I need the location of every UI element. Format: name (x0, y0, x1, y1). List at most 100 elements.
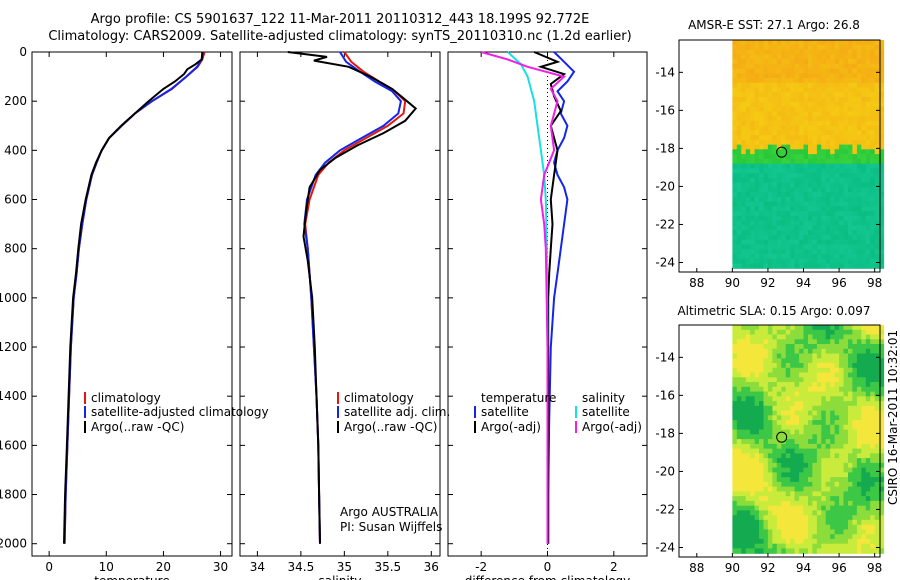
map-cell (759, 382, 764, 388)
map-cell (803, 348, 809, 355)
map-cell (852, 230, 858, 236)
map-cell (816, 486, 822, 492)
map-cell (794, 329, 800, 336)
map-cell (821, 230, 827, 236)
map-cell (816, 386, 822, 393)
map-cell (821, 486, 827, 492)
map-cell (750, 258, 756, 265)
map-cell (799, 249, 805, 255)
map-cell (799, 344, 805, 350)
map-cell (750, 54, 756, 60)
map-cell (759, 120, 764, 127)
map-cell (816, 211, 822, 217)
map-cell (741, 329, 747, 336)
map-cell (808, 258, 813, 265)
map-cell (776, 44, 782, 51)
map-cell (736, 372, 742, 378)
map-cell (745, 168, 751, 174)
map-cell (839, 120, 845, 127)
map-cell (870, 401, 876, 407)
map-cell (745, 486, 751, 492)
map-cell (874, 462, 880, 469)
map-cell (852, 211, 858, 217)
map-cell (821, 82, 827, 89)
map-cell (763, 97, 769, 103)
map-cell (816, 401, 822, 407)
map-cell (776, 101, 782, 108)
map-cell (794, 258, 800, 265)
map-cell (865, 144, 871, 150)
map-cell (772, 78, 778, 84)
map-cell (808, 439, 813, 445)
map-cell (741, 92, 747, 98)
map-cell (767, 125, 773, 131)
map-cell (843, 173, 849, 179)
map-cell (821, 149, 827, 155)
map-cell (825, 500, 831, 507)
map-cell (870, 215, 876, 222)
map-cell (772, 154, 778, 160)
map-cell (776, 187, 782, 193)
map-cell (790, 149, 796, 155)
map-cell (732, 396, 738, 402)
map-cell (825, 187, 831, 193)
map-cell (803, 97, 809, 103)
map-cell (785, 510, 791, 516)
map-cell (879, 135, 885, 141)
map-cell (781, 386, 787, 393)
map-cell (848, 358, 853, 364)
map-cell (772, 396, 778, 402)
map-cell (834, 82, 840, 89)
map-cell (852, 78, 858, 84)
map-cell (808, 548, 813, 554)
map-cell (865, 458, 871, 464)
map-cell (741, 82, 747, 89)
map-cell (754, 168, 760, 174)
map-cell (821, 144, 827, 150)
map-cell (803, 173, 809, 179)
map-cell (772, 420, 778, 426)
map-cell (852, 391, 858, 397)
map-cell (781, 168, 787, 174)
map-cell (794, 168, 800, 174)
map-cell (732, 101, 738, 108)
map-cell (732, 97, 738, 103)
map-cell (776, 382, 782, 388)
map-cell (776, 434, 782, 440)
map-cell (808, 211, 813, 217)
map-cell (839, 334, 845, 340)
map-cell (799, 524, 805, 531)
map-cell (763, 439, 769, 445)
map-cell (754, 173, 760, 179)
map-cell (825, 173, 831, 179)
map-cell (852, 453, 858, 459)
map-cell (790, 82, 796, 89)
map-cell (839, 249, 845, 255)
map-cell (776, 424, 782, 431)
map-cell (754, 453, 760, 459)
map-x-tick-label: 92 (760, 561, 775, 575)
map-cell (767, 462, 773, 469)
map-cell (772, 101, 778, 108)
map-cell (759, 529, 764, 535)
map-cell (736, 420, 742, 426)
map-cell (856, 462, 862, 469)
map-cell (759, 130, 764, 136)
map-cell (745, 358, 751, 364)
map-cell (750, 125, 756, 131)
map-cell (741, 538, 747, 545)
map-cell (754, 220, 760, 227)
map-cell (772, 201, 778, 207)
map-cell (736, 211, 742, 217)
map-cell (816, 92, 822, 98)
map-cell (808, 135, 813, 141)
map-cell (763, 363, 769, 369)
map-cell (776, 244, 782, 250)
map-cell (763, 44, 769, 51)
map-cell (799, 206, 805, 212)
map-cell (874, 135, 880, 141)
map-cell (839, 477, 845, 483)
map-cell (732, 225, 738, 231)
map-cell (790, 97, 796, 103)
map-cell (772, 377, 778, 383)
